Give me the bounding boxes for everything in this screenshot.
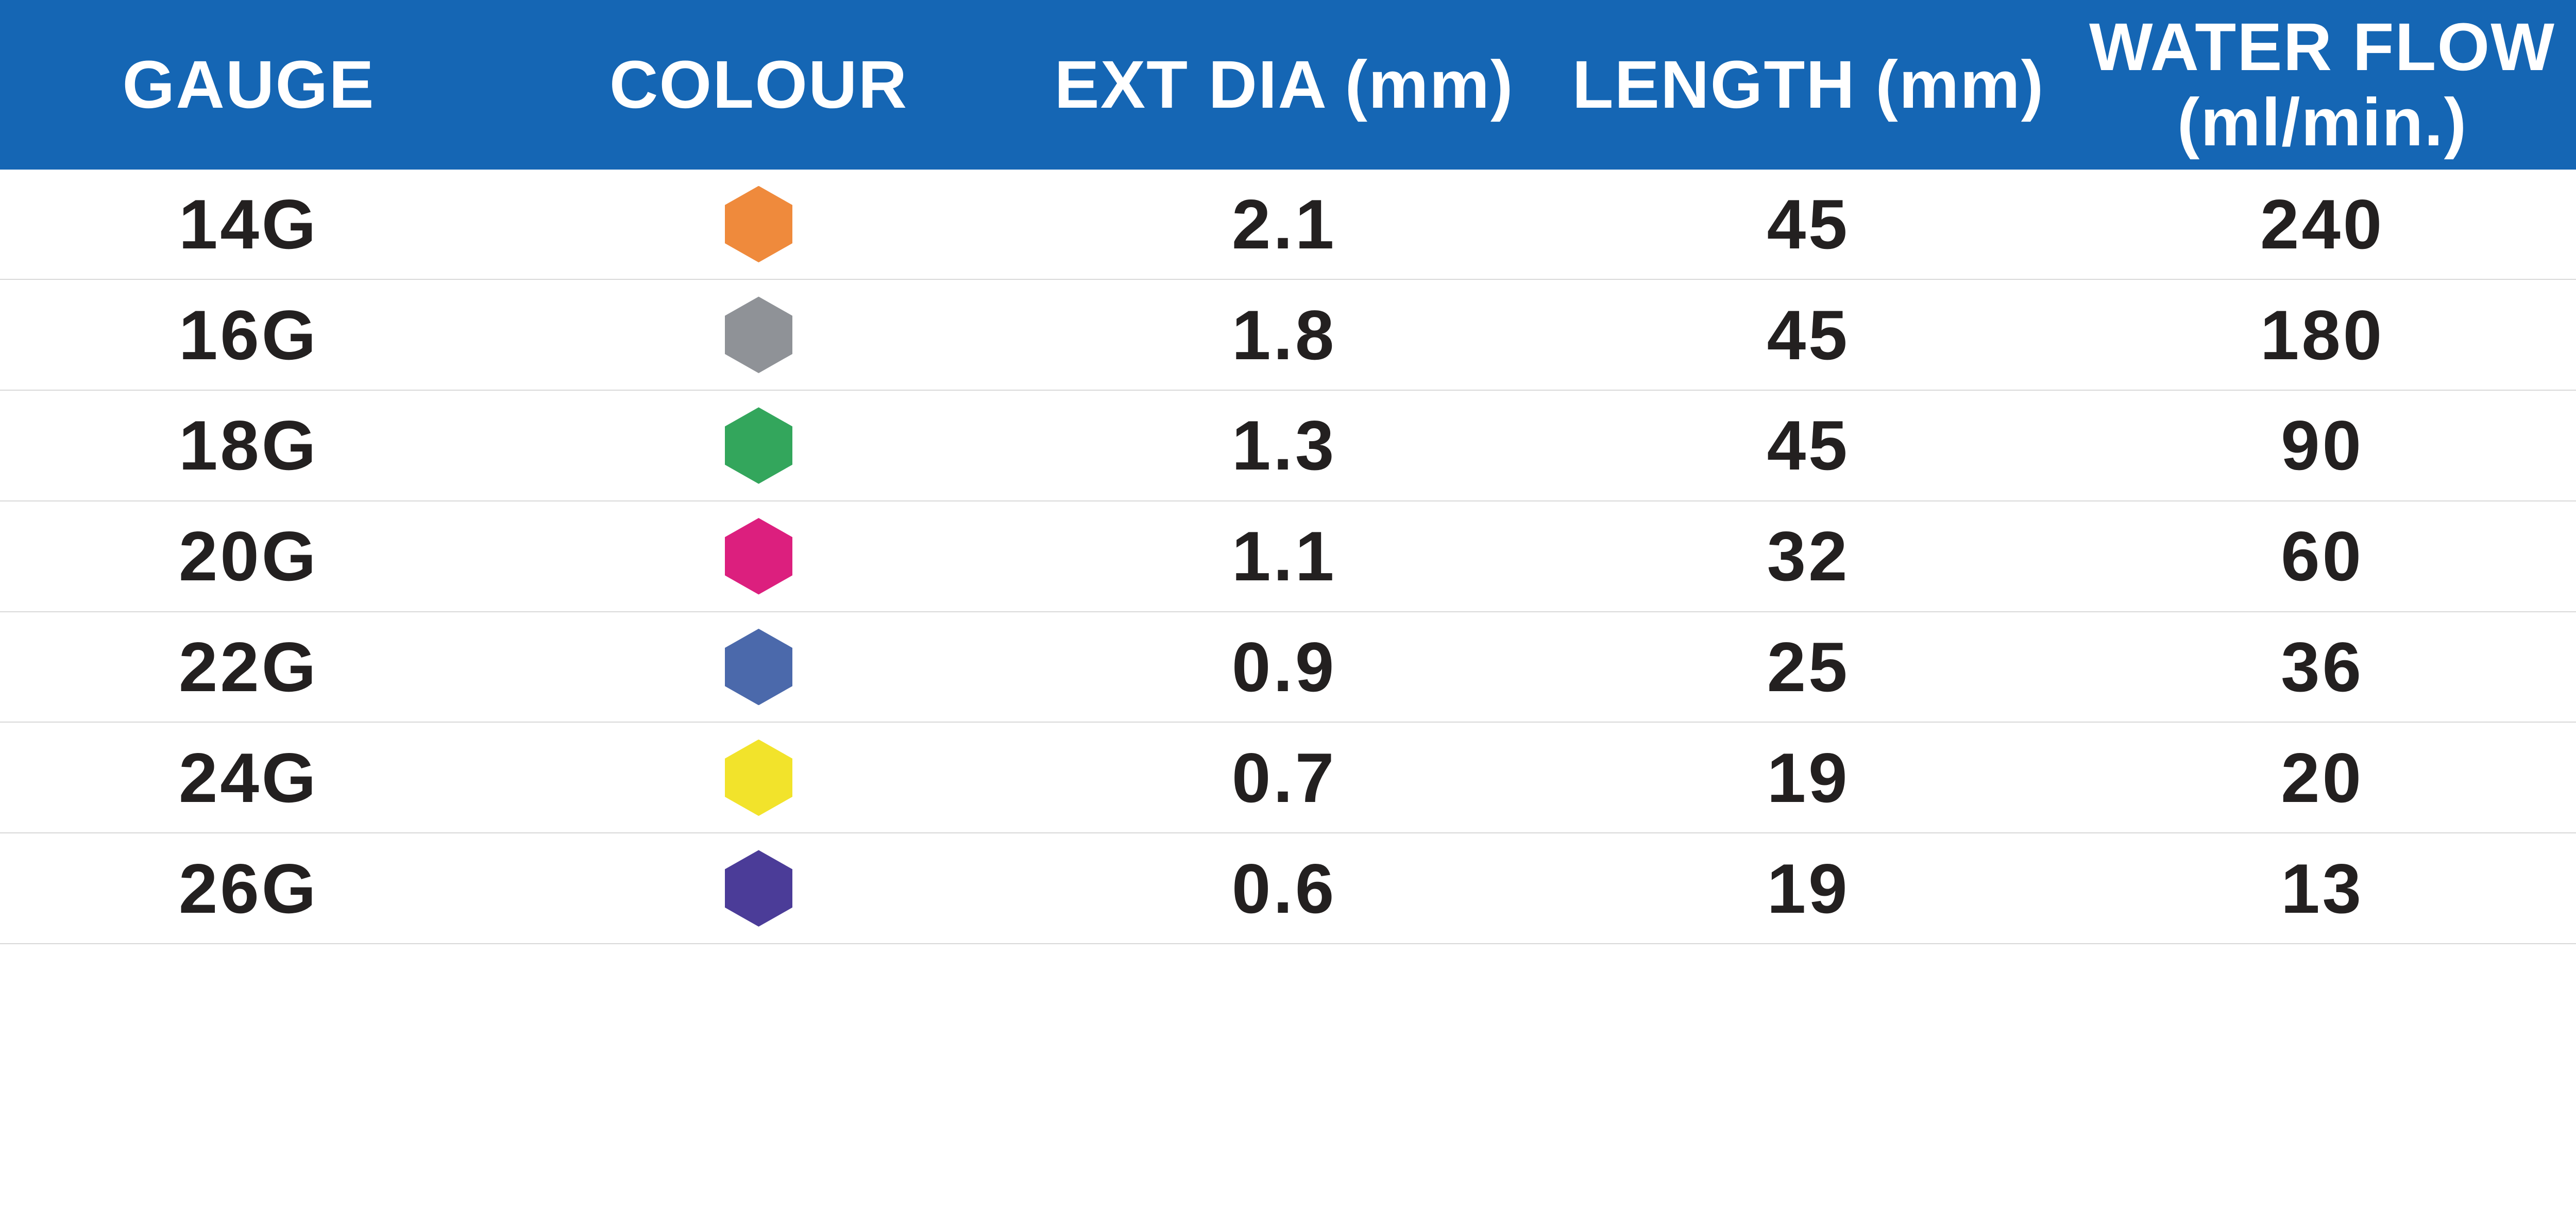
ext-dia-cell: 0.9 — [1231, 628, 1337, 707]
gauge-cell: 18G — [178, 406, 319, 485]
ext-dia-cell: 1.3 — [1231, 406, 1337, 485]
column-header-water-flow-line1: WATER FLOW — [2089, 8, 2555, 85]
colour-cell — [497, 407, 1020, 484]
ext-dia-cell: 2.1 — [1231, 185, 1337, 263]
table-row: 14G 2.1 45 240 — [0, 170, 2576, 280]
colour-cell — [497, 739, 1020, 816]
table-row: 18G 1.3 45 90 — [0, 391, 2576, 501]
ext-dia-cell: 0.6 — [1231, 849, 1337, 928]
table-row: 16G 1.8 45 180 — [0, 280, 2576, 391]
length-cell: 25 — [1767, 628, 1850, 707]
hexagon-swatch-icon — [725, 518, 792, 595]
water-flow-cell: 20 — [2281, 738, 2364, 817]
ext-dia-cell: 1.8 — [1231, 295, 1337, 374]
hexagon-swatch-icon — [725, 186, 792, 263]
column-header-water-flow-line2: (ml/min.) — [2177, 84, 2468, 160]
ext-dia-cell: 1.1 — [1231, 517, 1337, 596]
gauge-cell: 24G — [178, 738, 319, 817]
colour-cell — [497, 186, 1020, 263]
table-row: 22G 0.9 25 36 — [0, 612, 2576, 723]
water-flow-cell: 240 — [2260, 185, 2385, 263]
length-cell: 45 — [1767, 185, 1850, 263]
column-header-water-flow: WATER FLOW (ml/min.) — [2069, 9, 2576, 160]
column-header-gauge: GAUGE — [122, 46, 375, 122]
table-row: 26G 0.6 19 13 — [0, 833, 2576, 945]
length-cell: 32 — [1767, 517, 1850, 596]
hexagon-swatch-icon — [725, 296, 792, 373]
ext-dia-cell: 0.7 — [1231, 738, 1337, 817]
length-cell: 45 — [1767, 406, 1850, 485]
gauge-spec-table-page: GAUGE COLOUR EXT DIA (mm) LENGTH (mm) WA… — [0, 0, 2576, 945]
table-row: 24G 0.7 19 20 — [0, 723, 2576, 834]
hexagon-swatch-icon — [725, 628, 792, 706]
water-flow-cell: 90 — [2281, 406, 2364, 485]
colour-cell — [497, 518, 1020, 595]
gauge-cell: 22G — [178, 628, 319, 707]
colour-cell — [497, 850, 1020, 927]
hexagon-swatch-icon — [725, 850, 792, 927]
water-flow-cell: 180 — [2260, 295, 2385, 374]
length-cell: 19 — [1767, 738, 1850, 817]
hexagon-swatch-icon — [725, 407, 792, 484]
colour-cell — [497, 628, 1020, 706]
gauge-cell: 20G — [178, 517, 319, 596]
gauge-cell: 16G — [178, 295, 319, 374]
column-header-colour: COLOUR — [609, 46, 908, 122]
table-row: 20G 1.1 32 60 — [0, 501, 2576, 612]
water-flow-cell: 13 — [2281, 849, 2364, 928]
column-header-length: LENGTH (mm) — [1572, 46, 2045, 122]
water-flow-cell: 36 — [2281, 628, 2364, 707]
length-cell: 19 — [1767, 849, 1850, 928]
table-header-row: GAUGE COLOUR EXT DIA (mm) LENGTH (mm) WA… — [0, 0, 2576, 170]
column-header-ext-dia: EXT DIA (mm) — [1054, 46, 1514, 122]
water-flow-cell: 60 — [2281, 517, 2364, 596]
colour-cell — [497, 296, 1020, 373]
hexagon-swatch-icon — [725, 739, 792, 816]
length-cell: 45 — [1767, 295, 1850, 374]
gauge-cell: 26G — [178, 849, 319, 928]
gauge-cell: 14G — [178, 185, 319, 263]
